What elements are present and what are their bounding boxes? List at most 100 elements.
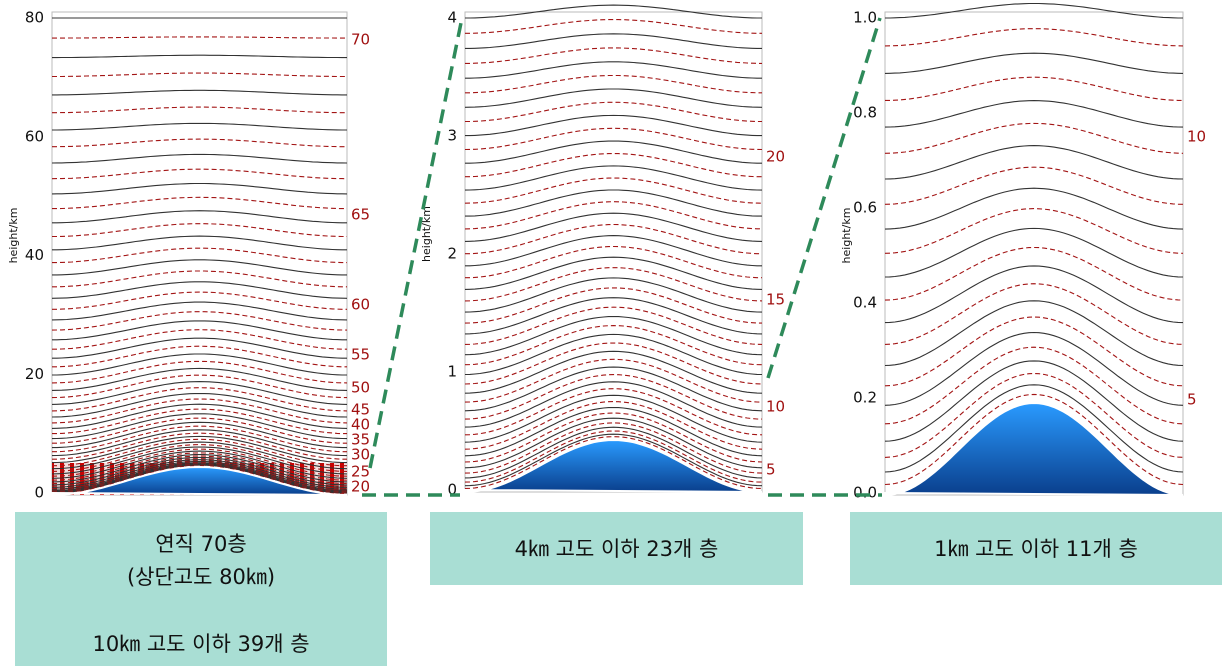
level-line: [884, 28, 1184, 47]
level-line: [52, 438, 347, 467]
level-label: 65: [351, 206, 370, 224]
level-line: [884, 122, 1184, 154]
caption-box: [850, 512, 1222, 585]
level-line: [464, 426, 763, 479]
level-line: [51, 392, 348, 418]
level-line: [52, 417, 347, 444]
level-line: [464, 366, 763, 412]
level-line: [52, 460, 347, 489]
level-line: [51, 398, 348, 424]
level-line: [51, 448, 348, 477]
level-label: 45: [351, 401, 370, 419]
panel-frame: [51, 11, 348, 496]
level-line: [885, 76, 1183, 101]
level-line: [52, 337, 347, 359]
level-label: 60: [351, 296, 370, 314]
level-label: 25: [351, 463, 370, 481]
level-line: [51, 403, 348, 429]
level-line: [885, 2, 1183, 19]
level-line: [52, 459, 347, 488]
y-tick-label: 0: [447, 481, 457, 499]
level-line: [51, 374, 348, 399]
level-line: [465, 140, 762, 164]
level-line: [464, 433, 763, 487]
level-line: [52, 270, 347, 288]
level-line: [465, 47, 762, 64]
level-line: [52, 223, 347, 238]
level-line: [464, 374, 763, 420]
level-line: [464, 267, 763, 302]
level-line: [51, 462, 348, 492]
level-line: [465, 101, 762, 123]
level-line: [52, 353, 347, 376]
level-line: [464, 430, 763, 483]
level-line: [51, 446, 348, 475]
level-line: [464, 287, 763, 324]
level-line: [51, 311, 348, 331]
axis-label: height/km: [420, 206, 433, 262]
level-line: [51, 461, 348, 491]
axis-label: height/km: [840, 208, 853, 264]
level-label: 15: [766, 291, 785, 309]
level-line: [52, 408, 347, 435]
zoom-connector: [368, 17, 464, 469]
caption-text: 1㎞ 고도 이하 11개 층: [934, 537, 1138, 561]
axis-label: height/km: [7, 208, 20, 264]
level-line: [884, 227, 1184, 278]
level-line: [51, 435, 348, 464]
level-line: [464, 417, 763, 469]
level-line: [52, 196, 347, 210]
level-line: [884, 100, 1184, 128]
level-line: [51, 441, 348, 470]
y-tick-label: 0.8: [853, 104, 877, 122]
level-line: [52, 432, 347, 460]
level-line: [464, 381, 763, 428]
level-line: [464, 306, 763, 345]
level-line: [51, 458, 348, 487]
level-line: [465, 61, 762, 79]
level-line: [465, 4, 762, 19]
y-tick-label: 1: [447, 363, 457, 381]
level-line: [465, 189, 762, 217]
level-line: [51, 281, 348, 299]
level-line: [464, 256, 763, 290]
level-line: [884, 166, 1184, 205]
level-line: [465, 33, 762, 49]
caption-text: (상단고도 80㎞): [127, 565, 275, 589]
y-tick-label: 0: [34, 484, 44, 502]
y-tick-label: 0.0: [853, 484, 877, 502]
level-line: [52, 421, 347, 449]
level-line: [51, 301, 348, 321]
level-line: [884, 360, 1184, 442]
level-line: [52, 345, 347, 368]
level-line: [884, 316, 1184, 387]
level-line: [464, 422, 763, 474]
level-line: [464, 401, 763, 450]
level-line: [464, 406, 763, 457]
level-line: [52, 210, 347, 224]
level-line: [51, 360, 348, 384]
level-line: [884, 346, 1184, 425]
caption-text: 4㎞ 고도 이하 23개 층: [515, 537, 719, 561]
level-line: [51, 462, 348, 492]
level-line: [51, 452, 348, 481]
level-line: [51, 413, 348, 440]
level-line: [465, 153, 762, 178]
level-line: [464, 325, 763, 366]
level-line: [464, 201, 763, 230]
level-line: [465, 19, 762, 34]
level-line: [464, 88, 763, 108]
y-tick-label: 0.2: [853, 389, 877, 407]
level-line: [464, 177, 763, 204]
level-line: [884, 283, 1184, 345]
level-line: [52, 122, 347, 131]
level-line: [52, 138, 347, 148]
level-line: [464, 277, 763, 313]
panel-frame: [464, 11, 763, 493]
level-line: [464, 212, 763, 242]
level-line: [52, 425, 347, 453]
level-label: 30: [351, 446, 370, 464]
level-line: [884, 331, 1184, 406]
level-line: [465, 235, 762, 267]
